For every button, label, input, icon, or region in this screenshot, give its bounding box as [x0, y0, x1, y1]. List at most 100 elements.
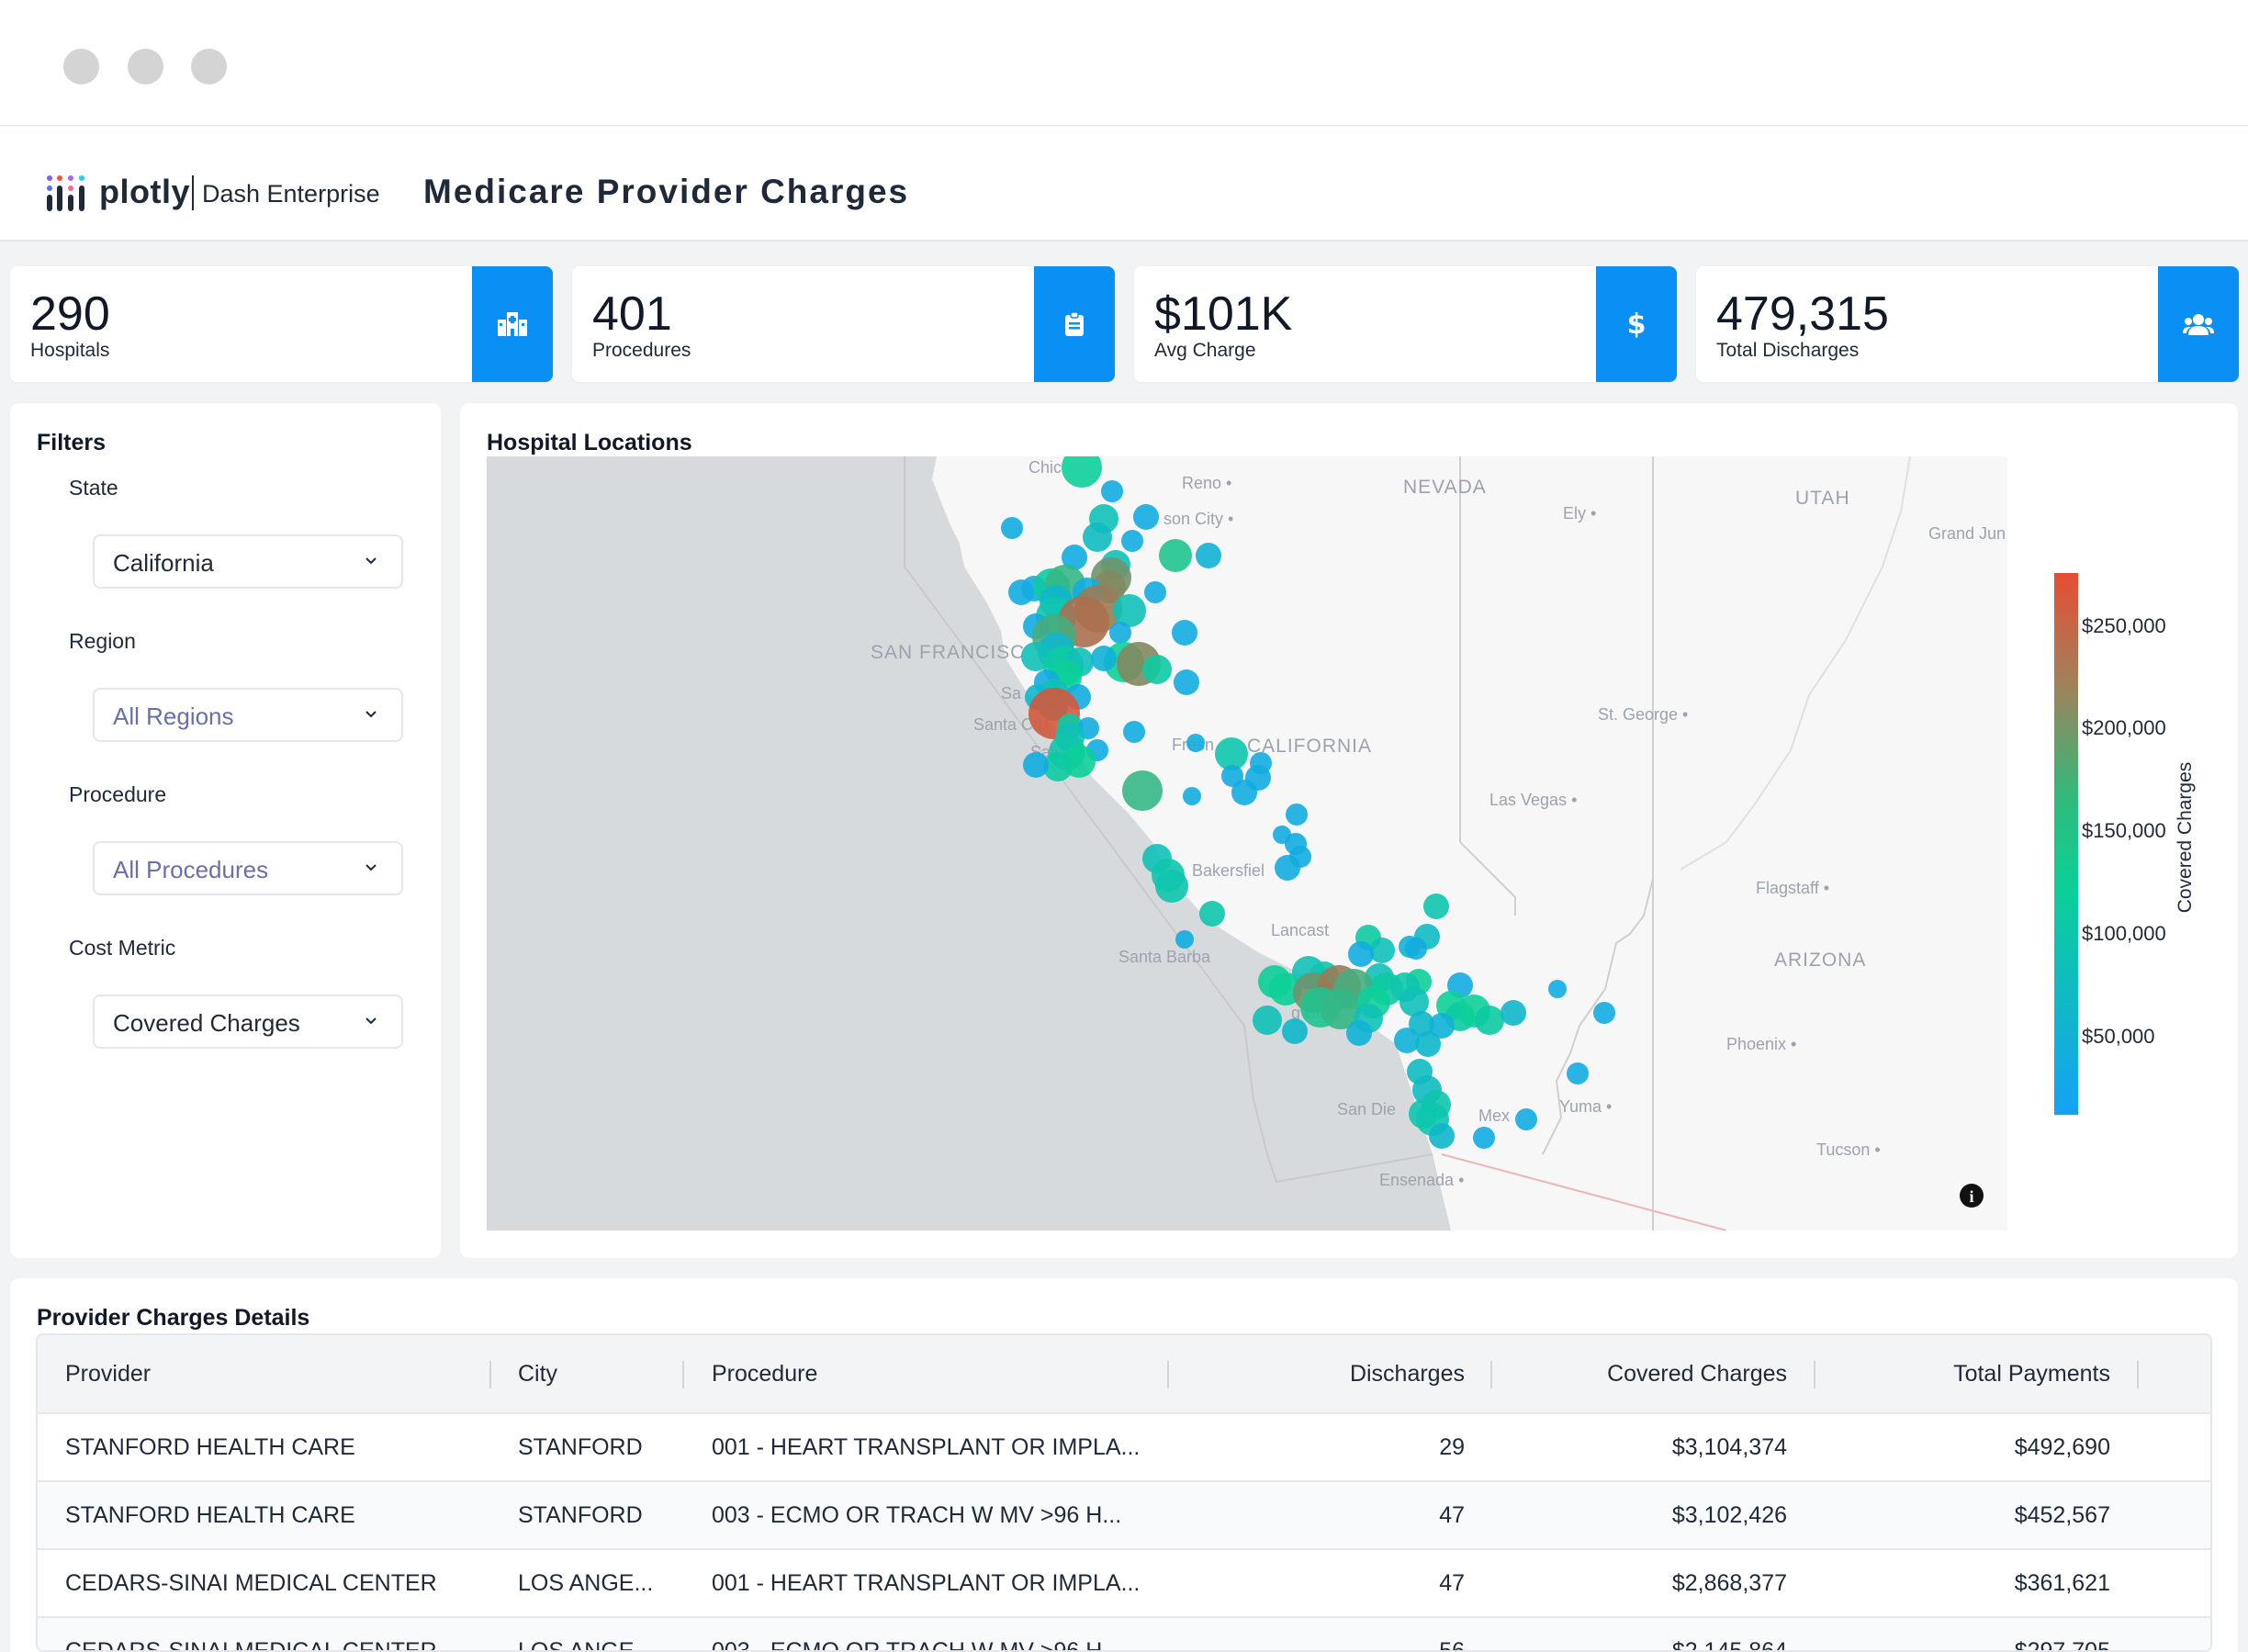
state-border	[1542, 878, 1654, 1155]
map-canvas[interactable]: Chic Reno • son City • NEVADA Ely • UTAH Grand…	[487, 456, 2007, 1231]
hospital-marker[interactable]	[1144, 581, 1166, 603]
colorbar-tick: $200,000	[2082, 716, 2166, 739]
column-resize-handle[interactable]	[2137, 1361, 2139, 1388]
hospital-marker[interactable]	[1405, 938, 1427, 960]
kpi-value: 401	[592, 287, 672, 341]
hospital-marker[interactable]	[1008, 579, 1034, 605]
hospital-marker[interactable]	[1429, 1123, 1455, 1149]
hospital-marker[interactable]	[1548, 980, 1567, 998]
hospital-marker[interactable]	[1423, 893, 1449, 919]
hospital-marker[interactable]	[1183, 787, 1201, 805]
window-close-button[interactable]	[63, 49, 99, 84]
table-title: Provider Charges Details	[37, 1305, 310, 1331]
hospital-marker[interactable]	[1348, 941, 1374, 967]
cell-covered-charges: $2,145,864	[1671, 1638, 1787, 1652]
column-header-provider[interactable]: Provider	[65, 1361, 152, 1387]
colorbar	[2054, 573, 2078, 1115]
hospital-map[interactable]: Chic Reno • son City • NEVADA Ely • UTAH Grand…	[487, 456, 2007, 1231]
hospital-marker[interactable]	[1415, 1031, 1441, 1057]
hospital-marker[interactable]	[1172, 620, 1197, 646]
column-header-discharges[interactable]: Discharges	[1349, 1361, 1465, 1387]
hospital-marker[interactable]	[1282, 1018, 1308, 1044]
column-resize-handle[interactable]	[1167, 1361, 1169, 1388]
hospital-marker[interactable]	[1475, 1006, 1504, 1035]
hospital-marker[interactable]	[1113, 594, 1146, 627]
hospital-marker[interactable]	[1062, 545, 1087, 570]
column-resize-handle[interactable]	[682, 1361, 684, 1388]
hospital-marker[interactable]	[1155, 870, 1188, 903]
map-place-label: UTAH	[1795, 488, 1850, 509]
hospital-marker[interactable]	[1122, 770, 1163, 811]
hospital-marker[interactable]	[1123, 721, 1145, 743]
map-place-label: Ely •	[1563, 504, 1596, 523]
hospital-marker[interactable]	[1429, 1013, 1455, 1039]
hospital-marker[interactable]	[1101, 480, 1123, 502]
table-row[interactable]: CEDARS-SINAI MEDICAL CENTER LOS ANGE... …	[38, 1618, 2210, 1652]
map-place-label: CALIFORNIA	[1247, 736, 1372, 757]
hospital-marker[interactable]	[1501, 1000, 1526, 1026]
hospital-marker[interactable]	[1346, 1020, 1372, 1046]
hospital-marker[interactable]	[1021, 642, 1051, 671]
hospital-marker[interactable]	[1121, 530, 1143, 552]
window-maximize-button[interactable]	[191, 49, 227, 84]
map-place-label: Santa Cru	[973, 715, 1048, 734]
table-row[interactable]: CEDARS-SINAI MEDICAL CENTER LOS ANGE... …	[38, 1550, 2210, 1618]
cell-city: STANFORD	[518, 1434, 643, 1460]
hospital-marker[interactable]	[1515, 1108, 1537, 1130]
column-header-city[interactable]: City	[518, 1361, 558, 1387]
cell-provider: STANFORD HEALTH CARE	[65, 1434, 355, 1460]
hospital-marker[interactable]	[1215, 737, 1248, 770]
chevron-down-icon	[365, 711, 377, 718]
region-dropdown[interactable]: All Regions	[93, 688, 403, 742]
hospital-marker[interactable]	[1231, 780, 1257, 805]
info-icon[interactable]	[1960, 1184, 1984, 1208]
hospital-marker[interactable]	[1023, 752, 1049, 778]
hospital-marker[interactable]	[1394, 1028, 1420, 1053]
column-resize-handle[interactable]	[1814, 1361, 1815, 1388]
hospital-marker[interactable]	[1473, 1127, 1495, 1149]
hospital-marker[interactable]	[1253, 1006, 1282, 1035]
column-resize-handle[interactable]	[1490, 1361, 1492, 1388]
hospital-marker[interactable]	[1133, 504, 1159, 530]
hospital-marker[interactable]	[1567, 1062, 1589, 1084]
cost-metric-dropdown[interactable]: Covered Charges	[93, 995, 403, 1049]
map-place-label: NEVADA	[1403, 477, 1487, 498]
hospital-marker[interactable]	[1321, 989, 1361, 1029]
hospital-marker[interactable]	[1091, 646, 1117, 671]
cell-procedure: 003 - ECMO OR TRACH W MV >96 H...	[712, 1638, 1122, 1652]
hospital-marker[interactable]	[1142, 655, 1172, 684]
hospital-marker[interactable]	[1286, 804, 1308, 826]
brand-name: plotly	[99, 173, 190, 210]
hospital-marker[interactable]	[1409, 1011, 1434, 1037]
column-resize-handle[interactable]	[489, 1361, 491, 1388]
table-row[interactable]: STANFORD HEALTH CARE STANFORD 001 - HEAR…	[38, 1414, 2210, 1482]
hospital-marker[interactable]	[1043, 752, 1073, 781]
window-minimize-button[interactable]	[128, 49, 163, 84]
hospital-marker[interactable]	[1083, 523, 1112, 552]
column-header-covered-charges[interactable]: Covered Charges	[1607, 1361, 1787, 1387]
procedure-dropdown[interactable]: All Procedures	[93, 841, 403, 895]
hospital-marker[interactable]	[1186, 734, 1205, 752]
hospital-marker[interactable]	[1199, 901, 1225, 927]
hospital-marker[interactable]	[1174, 669, 1199, 695]
hospital-marker[interactable]	[1275, 855, 1300, 881]
cell-city: LOS ANGE...	[518, 1638, 654, 1652]
hospital-marker[interactable]	[1196, 543, 1221, 568]
hospital-marker[interactable]	[1109, 622, 1131, 644]
cell-total-payments: $452,567	[2014, 1502, 2110, 1528]
cell-covered-charges: $2,868,377	[1671, 1570, 1787, 1596]
hospital-marker[interactable]	[1062, 456, 1102, 488]
hospital-marker[interactable]	[1369, 938, 1395, 963]
region-label: Region	[69, 629, 136, 653]
hospital-marker[interactable]	[1593, 1002, 1615, 1024]
hospital-marker[interactable]	[1399, 987, 1429, 1017]
hospital-marker[interactable]	[1159, 539, 1192, 572]
state-dropdown[interactable]: California	[93, 534, 403, 589]
kpi-value: $101K	[1154, 287, 1293, 341]
column-header-total-payments[interactable]: Total Payments	[1953, 1361, 2110, 1387]
column-header-procedure[interactable]: Procedure	[712, 1361, 818, 1387]
hospital-marker[interactable]	[1175, 930, 1194, 949]
table-row[interactable]: STANFORD HEALTH CARE STANFORD 003 - ECMO…	[38, 1482, 2210, 1550]
hospital-marker[interactable]	[1001, 517, 1023, 539]
map-place-label: Lancast	[1271, 921, 1329, 939]
